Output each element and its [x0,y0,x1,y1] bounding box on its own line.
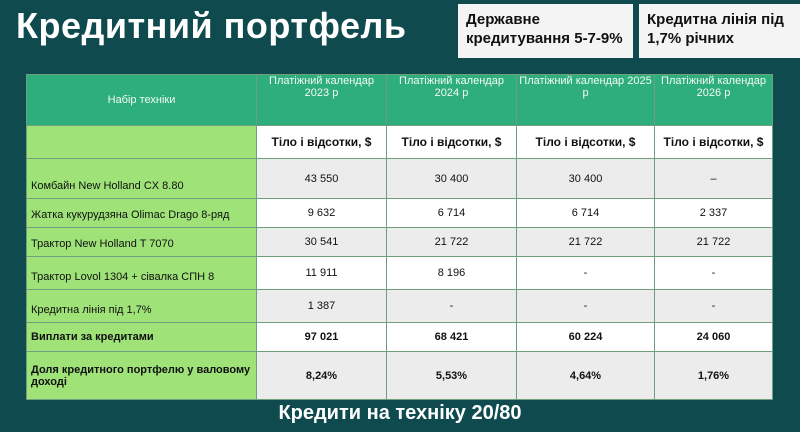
credit-table: Набір техніки Платіжний календар 2023 р … [26,74,773,400]
table-cell: - [654,256,773,290]
table-cell: 1,76% [654,351,773,400]
subheader-2024: Тіло і відсотки, $ [386,125,517,159]
table-cell: 21 722 [654,227,773,257]
row-label: Жатка кукурудзяна Olimac Drago 8-ряд [26,198,257,228]
table-cell: 21 722 [386,227,517,257]
table-cell: 30 541 [256,227,387,257]
table-cell: 30 400 [516,158,655,199]
header-2026: Платіжний календар 2026 р [654,74,773,126]
subheader-empty-cell [26,125,257,159]
row-label: Трактор Lovol 1304 + сівалка СПН 8 [26,256,257,290]
table-cell: 8,24% [256,351,387,400]
table-row: Трактор Lovol 1304 + сівалка СПН 8 11 91… [26,256,773,290]
table-row-total: Виплати за кредитами 97 021 68 421 60 22… [26,322,773,352]
table-cell: 11 911 [256,256,387,290]
table-cell: - [516,289,655,323]
table-row: Жатка кукурудзяна Olimac Drago 8-ряд 9 6… [26,198,773,228]
table-cell: 9 632 [256,198,387,228]
table-cell: 21 722 [516,227,655,257]
subheader-2026: Тіло і відсотки, $ [654,125,773,159]
row-label: Кредитна лінія під 1,7% [26,289,257,323]
table-cell: - [654,289,773,323]
table-cell: 8 196 [386,256,517,290]
table-cell: 6 714 [386,198,517,228]
table-cell: 5,53% [386,351,517,400]
note-credit-line: Кредитна лінія під 1,7% річних [639,4,800,58]
page-title: Кредитний портфель [16,5,407,46]
table-cell: 30 400 [386,158,517,199]
header-2025: Платіжний календар 2025 р [516,74,655,126]
credit-portfolio-table: Набір техніки Платіжний календар 2023 р … [26,74,773,400]
header-2023: Платіжний календар 2023 р [256,74,387,126]
table-cell: 4,64% [516,351,655,400]
footer-title: Кредити на техніку 20/80 [278,402,522,424]
row-label: Доля кредитного портфелю у валовому дохо… [26,351,257,400]
table-cell: - [386,289,517,323]
table-cell: – [654,158,773,199]
table-cell: 2 337 [654,198,773,228]
note-state-credit: Державне кредитування 5-7-9% [458,4,633,58]
subheader-2023: Тіло і відсотки, $ [256,125,387,159]
table-cell: 6 714 [516,198,655,228]
table-row: Кредитна лінія під 1,7% 1 387 - - - [26,289,773,323]
table-subheader-row: Тіло і відсотки, $ Тіло і відсотки, $ Ті… [26,125,773,159]
row-label: Виплати за кредитами [26,322,257,352]
table-cell: 68 421 [386,322,517,352]
table-header-row: Набір техніки Платіжний календар 2023 р … [26,74,773,126]
table-cell: 97 021 [256,322,387,352]
table-cell: 43 550 [256,158,387,199]
table-cell: 60 224 [516,322,655,352]
row-label: Комбайн New Holland CX 8.80 [26,158,257,199]
table-cell: 24 060 [654,322,773,352]
table-row-share: Доля кредитного портфелю у валовому дохо… [26,351,773,400]
header-equipment: Набір техніки [26,74,257,126]
table-row: Трактор New Holland T 7070 30 541 21 722… [26,227,773,257]
header-2024: Платіжний календар 2024 р [386,74,517,126]
table-row: Комбайн New Holland CX 8.80 43 550 30 40… [26,158,773,199]
table-cell: - [516,256,655,290]
subheader-2025: Тіло і відсотки, $ [516,125,655,159]
row-label: Трактор New Holland T 7070 [26,227,257,257]
table-cell: 1 387 [256,289,387,323]
